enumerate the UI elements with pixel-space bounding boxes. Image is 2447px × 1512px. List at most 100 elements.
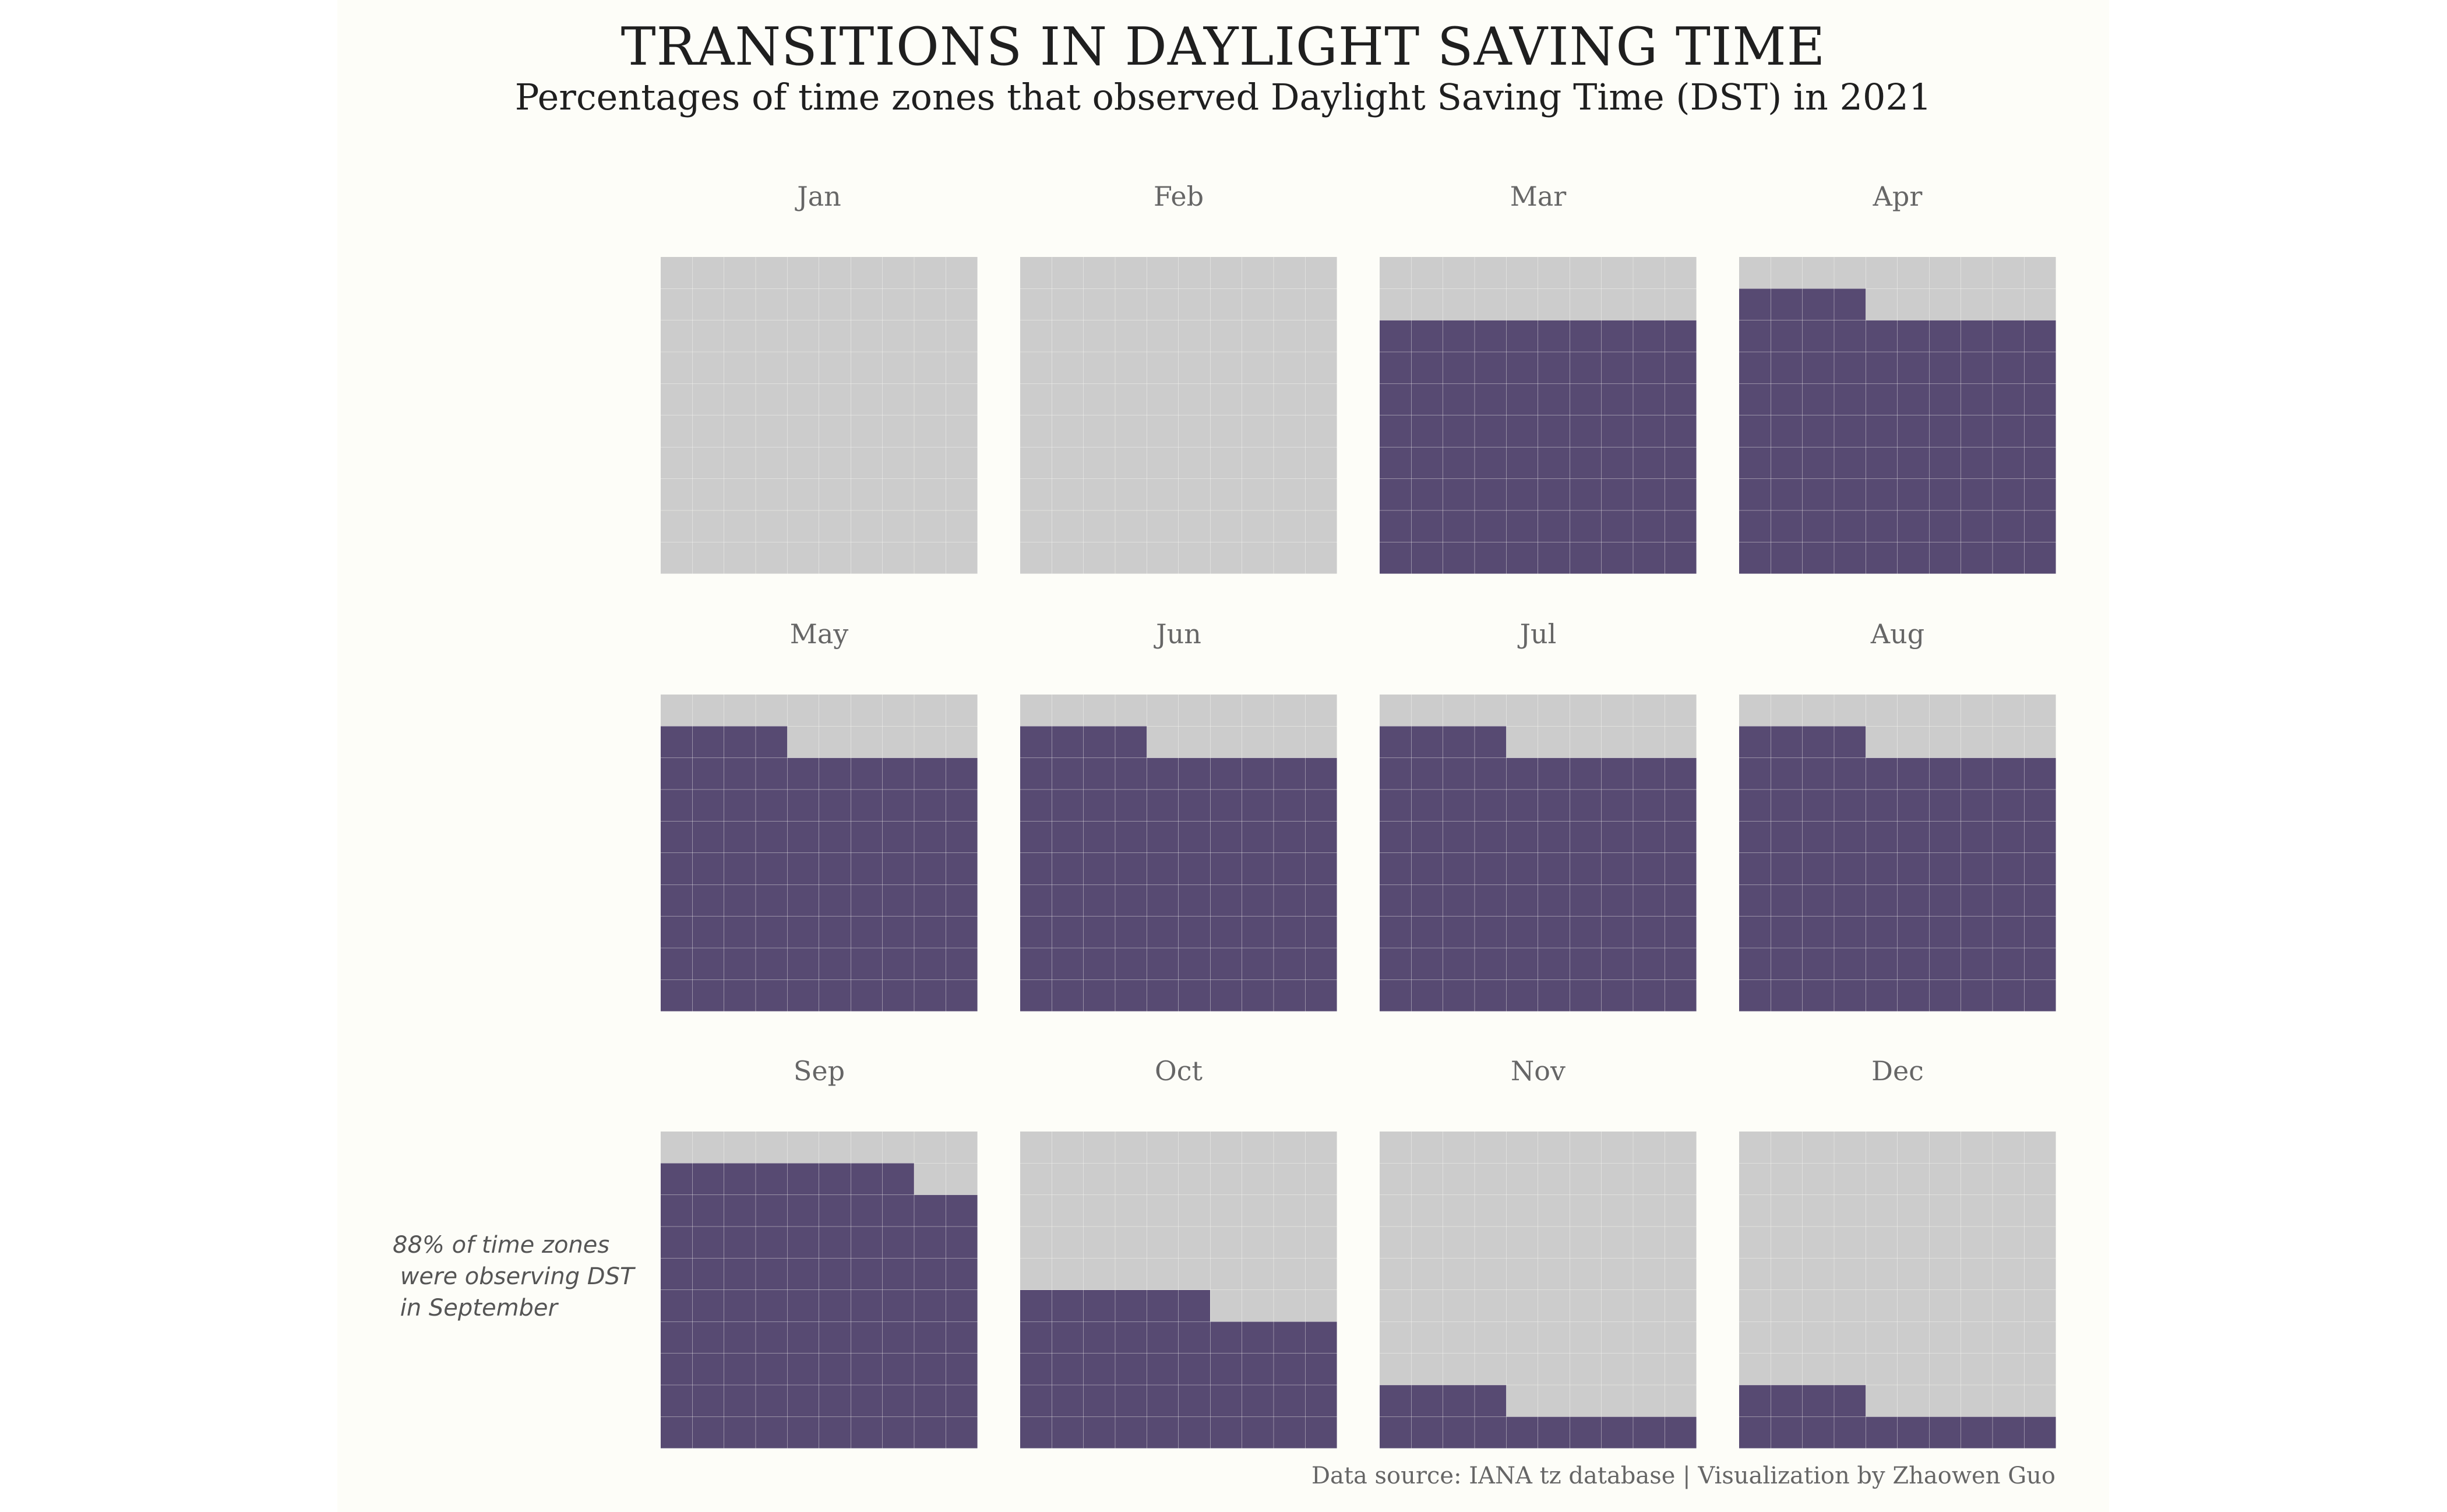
waffle-cell-no-dst	[1052, 415, 1084, 447]
waffle-cell-dst	[1242, 1416, 1274, 1448]
waffle-cell-no-dst	[661, 320, 692, 352]
waffle-cell-no-dst	[1601, 288, 1633, 320]
waffle-cell-no-dst	[1601, 1353, 1633, 1385]
waffle-cell-no-dst	[1380, 695, 1411, 726]
waffle-cell-dst	[1802, 884, 1834, 917]
waffle-cell-no-dst	[1242, 695, 1274, 726]
waffle-cell-dst	[2024, 916, 2056, 948]
waffle-cell-dst	[1242, 884, 1274, 917]
waffle-cell-dst	[1475, 979, 1507, 1011]
waffle-cell-no-dst	[1898, 1163, 1929, 1195]
waffle-cell-dst	[1866, 447, 1898, 479]
waffle-cell-dst	[1570, 757, 1602, 790]
waffle-cell-dst	[914, 853, 946, 884]
waffle-cell-no-dst	[1506, 1226, 1538, 1259]
waffle-cell-dst	[851, 1163, 883, 1195]
waffle-jun	[1020, 695, 1337, 1011]
waffle-cell-dst	[756, 1226, 788, 1259]
waffle-cell-dst	[1929, 478, 1961, 510]
chart-canvas: TRANSITIONS IN DAYLIGHT SAVING TIME Perc…	[337, 0, 2109, 1512]
waffle-cell-dst	[1411, 726, 1443, 758]
waffle-cell-no-dst	[1570, 1226, 1602, 1259]
waffle-cell-dst	[1633, 542, 1665, 574]
waffle-cell-no-dst	[1411, 1194, 1443, 1226]
waffle-cell-dst	[1601, 757, 1633, 790]
waffle-cell-no-dst	[819, 257, 851, 288]
waffle-cell-no-dst	[1274, 1290, 1306, 1321]
waffle-cell-no-dst	[1210, 1194, 1242, 1226]
waffle-cell-dst	[819, 1353, 851, 1385]
waffle-cell-no-dst	[1274, 695, 1306, 726]
waffle-cell-no-dst	[819, 510, 851, 542]
waffle-cell-dst	[1305, 1385, 1337, 1417]
waffle-cell-no-dst	[1993, 288, 2025, 320]
waffle-cell-dst	[1380, 884, 1411, 917]
waffle-cell-dst	[1210, 853, 1242, 884]
waffle-cell-dst	[1179, 1416, 1210, 1448]
waffle-cell-no-dst	[1771, 1226, 1803, 1259]
waffle-cell-dst	[1898, 821, 1929, 853]
waffle-cell-no-dst	[756, 320, 788, 352]
waffle-cell-no-dst	[1305, 1132, 1337, 1163]
waffle-cell-no-dst	[724, 478, 756, 510]
waffle-cell-dst	[819, 979, 851, 1011]
waffle-cell-dst	[1020, 1385, 1052, 1417]
waffle-cell-dst	[1242, 757, 1274, 790]
waffle-cell-no-dst	[1665, 257, 1697, 288]
waffle-cell-no-dst	[1179, 352, 1210, 384]
waffle-cell-no-dst	[1305, 1258, 1337, 1290]
waffle-cell-no-dst	[1052, 1194, 1084, 1226]
waffle-cell-no-dst	[692, 510, 724, 542]
waffle-cell-dst	[1179, 1353, 1210, 1385]
waffle-cell-dst	[756, 726, 788, 758]
waffle-cell-dst	[1866, 415, 1898, 447]
waffle-cell-dst	[1179, 757, 1210, 790]
waffle-cell-no-dst	[1052, 1258, 1084, 1290]
waffle-cell-no-dst	[1834, 1163, 1866, 1195]
waffle-cell-dst	[1020, 884, 1052, 917]
waffle-cell-dst	[2024, 320, 2056, 352]
waffle-cell-no-dst	[1115, 383, 1147, 415]
waffle-cell-no-dst	[1411, 1258, 1443, 1290]
waffle-cell-no-dst	[1052, 478, 1084, 510]
waffle-cell-no-dst	[1083, 542, 1115, 574]
waffle-cell-no-dst	[1802, 1321, 1834, 1354]
waffle-cell-dst	[1052, 853, 1084, 884]
waffle-cell-dst	[1443, 884, 1475, 917]
waffle-cell-no-dst	[1274, 478, 1306, 510]
waffle-cell-dst	[1020, 853, 1052, 884]
waffle-cell-no-dst	[1147, 352, 1179, 384]
waffle-cell-no-dst	[1411, 695, 1443, 726]
waffle-cell-no-dst	[1052, 510, 1084, 542]
waffle-cell-dst	[1020, 979, 1052, 1011]
waffle-cell-no-dst	[1506, 1290, 1538, 1321]
waffle-cell-dst	[1570, 916, 1602, 948]
waffle-cell-no-dst	[692, 257, 724, 288]
waffle-cell-dst	[1305, 916, 1337, 948]
waffle-cell-dst	[1506, 1416, 1538, 1448]
waffle-cell-dst	[914, 884, 946, 917]
waffle-cell-dst	[1771, 948, 1803, 980]
waffle-cell-no-dst	[1665, 1132, 1697, 1163]
waffle-cell-dst	[1601, 1416, 1633, 1448]
waffle-cell-dst	[1834, 821, 1866, 853]
waffle-cell-no-dst	[1771, 695, 1803, 726]
waffle-cell-dst	[1771, 726, 1803, 758]
waffle-cell-dst	[1380, 415, 1411, 447]
waffle-cell-no-dst	[1179, 542, 1210, 574]
waffle-cell-dst	[1380, 1385, 1411, 1417]
waffle-cell-no-dst	[1633, 1163, 1665, 1195]
waffle-cell-no-dst	[1929, 1290, 1961, 1321]
waffle-cell-dst	[1052, 916, 1084, 948]
waffle-cell-no-dst	[1538, 726, 1570, 758]
waffle-cell-no-dst	[1570, 1132, 1602, 1163]
waffle-cell-no-dst	[1411, 1353, 1443, 1385]
waffle-cell-dst	[1771, 447, 1803, 479]
waffle-cell-no-dst	[1570, 1385, 1602, 1417]
september-annotation: 88% of time zones were observing DST in …	[393, 1232, 634, 1321]
waffle-cell-dst	[1834, 1385, 1866, 1417]
waffle-cell-dst	[692, 1258, 724, 1290]
waffle-cell-no-dst	[1115, 320, 1147, 352]
waffle-cell-dst	[1083, 916, 1115, 948]
waffle-cell-dst	[661, 1353, 692, 1385]
